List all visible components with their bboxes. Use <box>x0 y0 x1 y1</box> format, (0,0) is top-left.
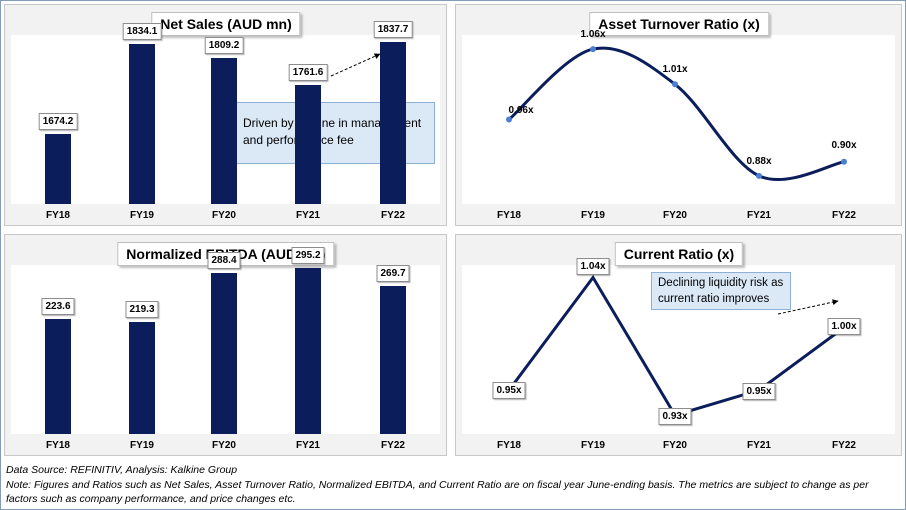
asset-turnover-point-fy18 <box>506 116 512 123</box>
current-ratio-data-label-fy21: 0.95x <box>742 383 776 401</box>
asset-turnover-panel: Asset Turnover Ratio (x) 0.96x 1.06x 1.01x… <box>455 4 902 226</box>
asset-turnover-x-tick-fy20: FY20 <box>663 210 687 221</box>
current-ratio-x-tick-fy18: FY18 <box>497 440 521 451</box>
asset-turnover-data-label-fy18: 0.96x <box>508 104 534 116</box>
current-ratio-data-label-fy19: 1.04x <box>576 257 610 275</box>
ebitda-data-label-fy20: 288.4 <box>207 252 241 270</box>
asset-turnover-data-label-fy19: 1.06x <box>580 29 606 41</box>
ebitda-bar-fy22 <box>380 286 406 434</box>
asset-turnover-data-label-fy22: 0.90x <box>831 139 857 151</box>
net-sales-data-label-fy20: 1809.2 <box>204 36 244 54</box>
asset-turnover-line-svg <box>506 46 847 182</box>
asset-turnover-x-tick-fy21: FY21 <box>747 210 771 221</box>
asset-turnover-title: Asset Turnover Ratio (x) <box>589 12 769 36</box>
asset-turnover-x-tick-fy18: FY18 <box>497 210 521 221</box>
footer-source: Data Source: REFINITIV, Analysis: Kalkin… <box>6 464 238 476</box>
ebitda-bar-fy19 <box>129 321 155 434</box>
asset-turnover-x-tick-fy22: FY22 <box>832 210 856 221</box>
current-ratio-trend-arrow <box>777 299 839 315</box>
net-sales-x-tick-fy22: FY22 <box>381 210 405 221</box>
current-ratio-x-tick-fy21: FY21 <box>747 440 771 451</box>
net-sales-bar-fy20 <box>211 57 237 204</box>
asset-turnover-x-tick-fy19: FY19 <box>581 210 605 221</box>
net-sales-title: Net Sales (AUD mn) <box>151 12 301 36</box>
current-ratio-x-tick-fy19: FY19 <box>581 440 605 451</box>
ebitda-data-label-fy19: 219.3 <box>125 300 159 318</box>
ebitda-bar-fy21 <box>295 268 321 434</box>
current-ratio-data-label-fy18: 0.95x <box>492 382 526 400</box>
ebitda-data-label-fy21: 295.2 <box>291 247 325 265</box>
net-sales-bar-fy18 <box>45 134 71 204</box>
current-ratio-x-tick-fy20: FY20 <box>663 440 687 451</box>
ebitda-x-tick-fy21: FY21 <box>296 440 320 451</box>
current-ratio-title: Current Ratio (x) <box>614 242 744 266</box>
ebitda-bar-fy20 <box>211 273 237 434</box>
current-ratio-panel: Current Ratio (x) Declining liquidity ri… <box>455 234 902 456</box>
net-sales-x-tick-fy20: FY20 <box>212 210 236 221</box>
asset-turnover-point-fy19 <box>590 46 596 53</box>
net-sales-panel: Net Sales (AUD mn) Driven by decline in … <box>4 4 447 226</box>
net-sales-data-label-fy18: 1674.2 <box>38 113 78 131</box>
net-sales-data-label-fy21: 1761.6 <box>288 63 328 81</box>
ebitda-x-tick-fy22: FY22 <box>381 440 405 451</box>
asset-turnover-point-fy21 <box>756 172 762 179</box>
net-sales-bar-fy19 <box>129 43 155 204</box>
current-ratio-callout: Declining liquidity risk as current rati… <box>651 272 791 310</box>
current-ratio-data-label-fy20: 0.93x <box>658 408 692 426</box>
asset-turnover-data-label-fy20: 1.01x <box>662 64 688 76</box>
ebitda-x-tick-fy18: FY18 <box>46 440 70 451</box>
asset-turnover-data-label-fy21: 0.88x <box>746 155 772 167</box>
asset-turnover-plot-area <box>462 35 895 204</box>
ebitda-x-tick-fy20: FY20 <box>212 440 236 451</box>
net-sales-data-label-fy22: 1837.7 <box>373 20 413 38</box>
ebitda-panel: Normalized EBITDA (AUD mn) 223.6219.3288… <box>4 234 447 456</box>
ebitda-bar-fy18 <box>45 318 71 434</box>
asset-turnover-point-fy22 <box>841 158 847 165</box>
asset-turnover-point-fy20 <box>672 81 678 88</box>
ebitda-x-tick-fy19: FY19 <box>130 440 154 451</box>
ebitda-data-label-fy22: 269.7 <box>376 265 410 283</box>
current-ratio-data-label-fy22: 1.00x <box>827 317 861 335</box>
current-ratio-x-tick-fy22: FY22 <box>832 440 856 451</box>
net-sales-bar-fy21 <box>295 84 321 204</box>
net-sales-x-tick-fy18: FY18 <box>46 210 70 221</box>
ebitda-data-label-fy18: 223.6 <box>41 297 75 315</box>
net-sales-data-label-fy19: 1834.1 <box>122 22 162 40</box>
net-sales-x-tick-fy21: FY21 <box>296 210 320 221</box>
net-sales-trend-arrow <box>330 53 381 77</box>
net-sales-x-tick-fy19: FY19 <box>130 210 154 221</box>
footer-note: Note: Figures and Ratios such as Net Sal… <box>6 479 869 505</box>
net-sales-bar-fy22 <box>380 41 406 204</box>
